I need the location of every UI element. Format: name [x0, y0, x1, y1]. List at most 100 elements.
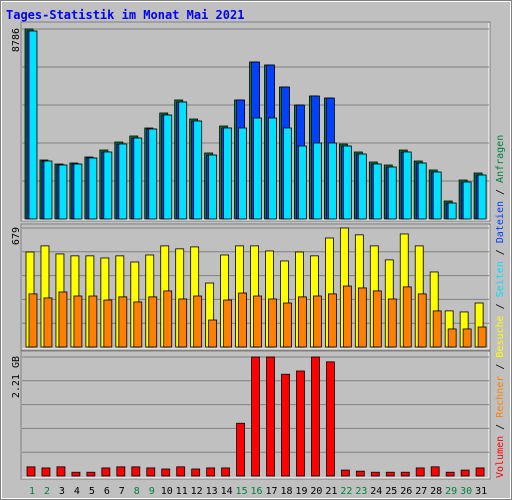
bar [283, 127, 292, 220]
bar [355, 470, 365, 477]
bar [447, 328, 457, 348]
bar [415, 467, 425, 477]
bar [477, 326, 487, 348]
bar [253, 295, 262, 348]
bar [460, 469, 470, 477]
bar [327, 142, 337, 220]
x-tick-label: 10 [161, 486, 173, 497]
y-tick-label: 8786 [11, 28, 22, 52]
bar [268, 298, 277, 348]
bar [58, 164, 68, 220]
x-tick-label: 27 [415, 486, 427, 497]
bar [370, 471, 380, 477]
bar [43, 160, 53, 220]
bar [193, 295, 203, 348]
bar [191, 468, 201, 477]
legend-entry: Dateien [495, 201, 506, 243]
bar [223, 127, 233, 220]
bar [281, 373, 290, 477]
bar [313, 142, 322, 220]
x-tick-label: 22 [340, 486, 352, 497]
x-tick-label: 12 [191, 486, 203, 497]
bar [357, 153, 367, 220]
bar [56, 466, 66, 477]
bar [296, 370, 305, 477]
y-tick-label: 2.21 GB [11, 356, 22, 398]
bar [103, 299, 113, 348]
legend-separator: / [495, 183, 506, 201]
x-tick-label: 5 [89, 486, 95, 497]
bar [372, 290, 382, 348]
x-tick-label: 18 [280, 486, 292, 497]
bar [462, 328, 472, 348]
legend-entry: Seiten [495, 261, 506, 297]
bar [430, 466, 440, 477]
bar [253, 117, 262, 220]
bar [357, 287, 367, 348]
bar [86, 471, 96, 477]
bar [432, 310, 442, 348]
bar [372, 163, 382, 220]
bar [71, 471, 81, 477]
x-tick-label: 3 [59, 486, 65, 497]
bar [161, 468, 171, 477]
x-tick-label: 28 [430, 486, 442, 497]
legend: Volumen / Rechner / Besuche / Seiten / D… [495, 135, 506, 478]
legend-separator: / [495, 297, 506, 315]
bar [148, 128, 158, 220]
bar [208, 154, 218, 220]
bar [340, 469, 350, 477]
bar [118, 296, 128, 348]
bar [148, 296, 158, 348]
x-tick-label: 20 [310, 486, 322, 497]
bar [462, 181, 472, 220]
bar [178, 298, 188, 348]
x-tick-label: 4 [74, 486, 80, 497]
x-tick-label: 30 [460, 486, 472, 497]
bar [208, 319, 218, 348]
bar [133, 137, 143, 220]
bar [402, 151, 412, 220]
bar [400, 471, 410, 477]
bar [73, 295, 83, 348]
bar [58, 291, 68, 348]
bar [325, 361, 335, 477]
bar [475, 467, 485, 477]
x-tick-label: 21 [325, 486, 337, 497]
x-tick-label: 11 [176, 486, 188, 497]
bar [26, 466, 36, 477]
bar [238, 292, 247, 348]
legend-entry: Besuche [495, 315, 506, 357]
bar [342, 145, 352, 220]
x-tick-label: 17 [265, 486, 277, 497]
bar [28, 293, 38, 348]
x-tick-label: 9 [149, 486, 155, 497]
bar [417, 162, 427, 220]
bar [146, 467, 156, 477]
bar [176, 466, 186, 477]
bar [266, 356, 275, 477]
x-tick-label: 2 [44, 486, 50, 497]
bar [88, 295, 98, 348]
bar [133, 301, 143, 348]
bar [118, 143, 128, 220]
bar [313, 295, 322, 348]
legend-entry: Anfragen [495, 135, 506, 183]
legend-separator: / [495, 358, 506, 376]
bar [28, 30, 38, 220]
legend-entry: Rechner [495, 376, 506, 418]
bar [402, 286, 412, 348]
x-tick-label: 7 [119, 486, 125, 497]
bar [327, 293, 337, 348]
bar [178, 101, 188, 220]
bar [131, 466, 141, 477]
bar [223, 299, 233, 348]
bar [447, 202, 457, 220]
bar [193, 120, 203, 220]
x-tick-label: 16 [251, 486, 263, 497]
bar [298, 296, 307, 348]
